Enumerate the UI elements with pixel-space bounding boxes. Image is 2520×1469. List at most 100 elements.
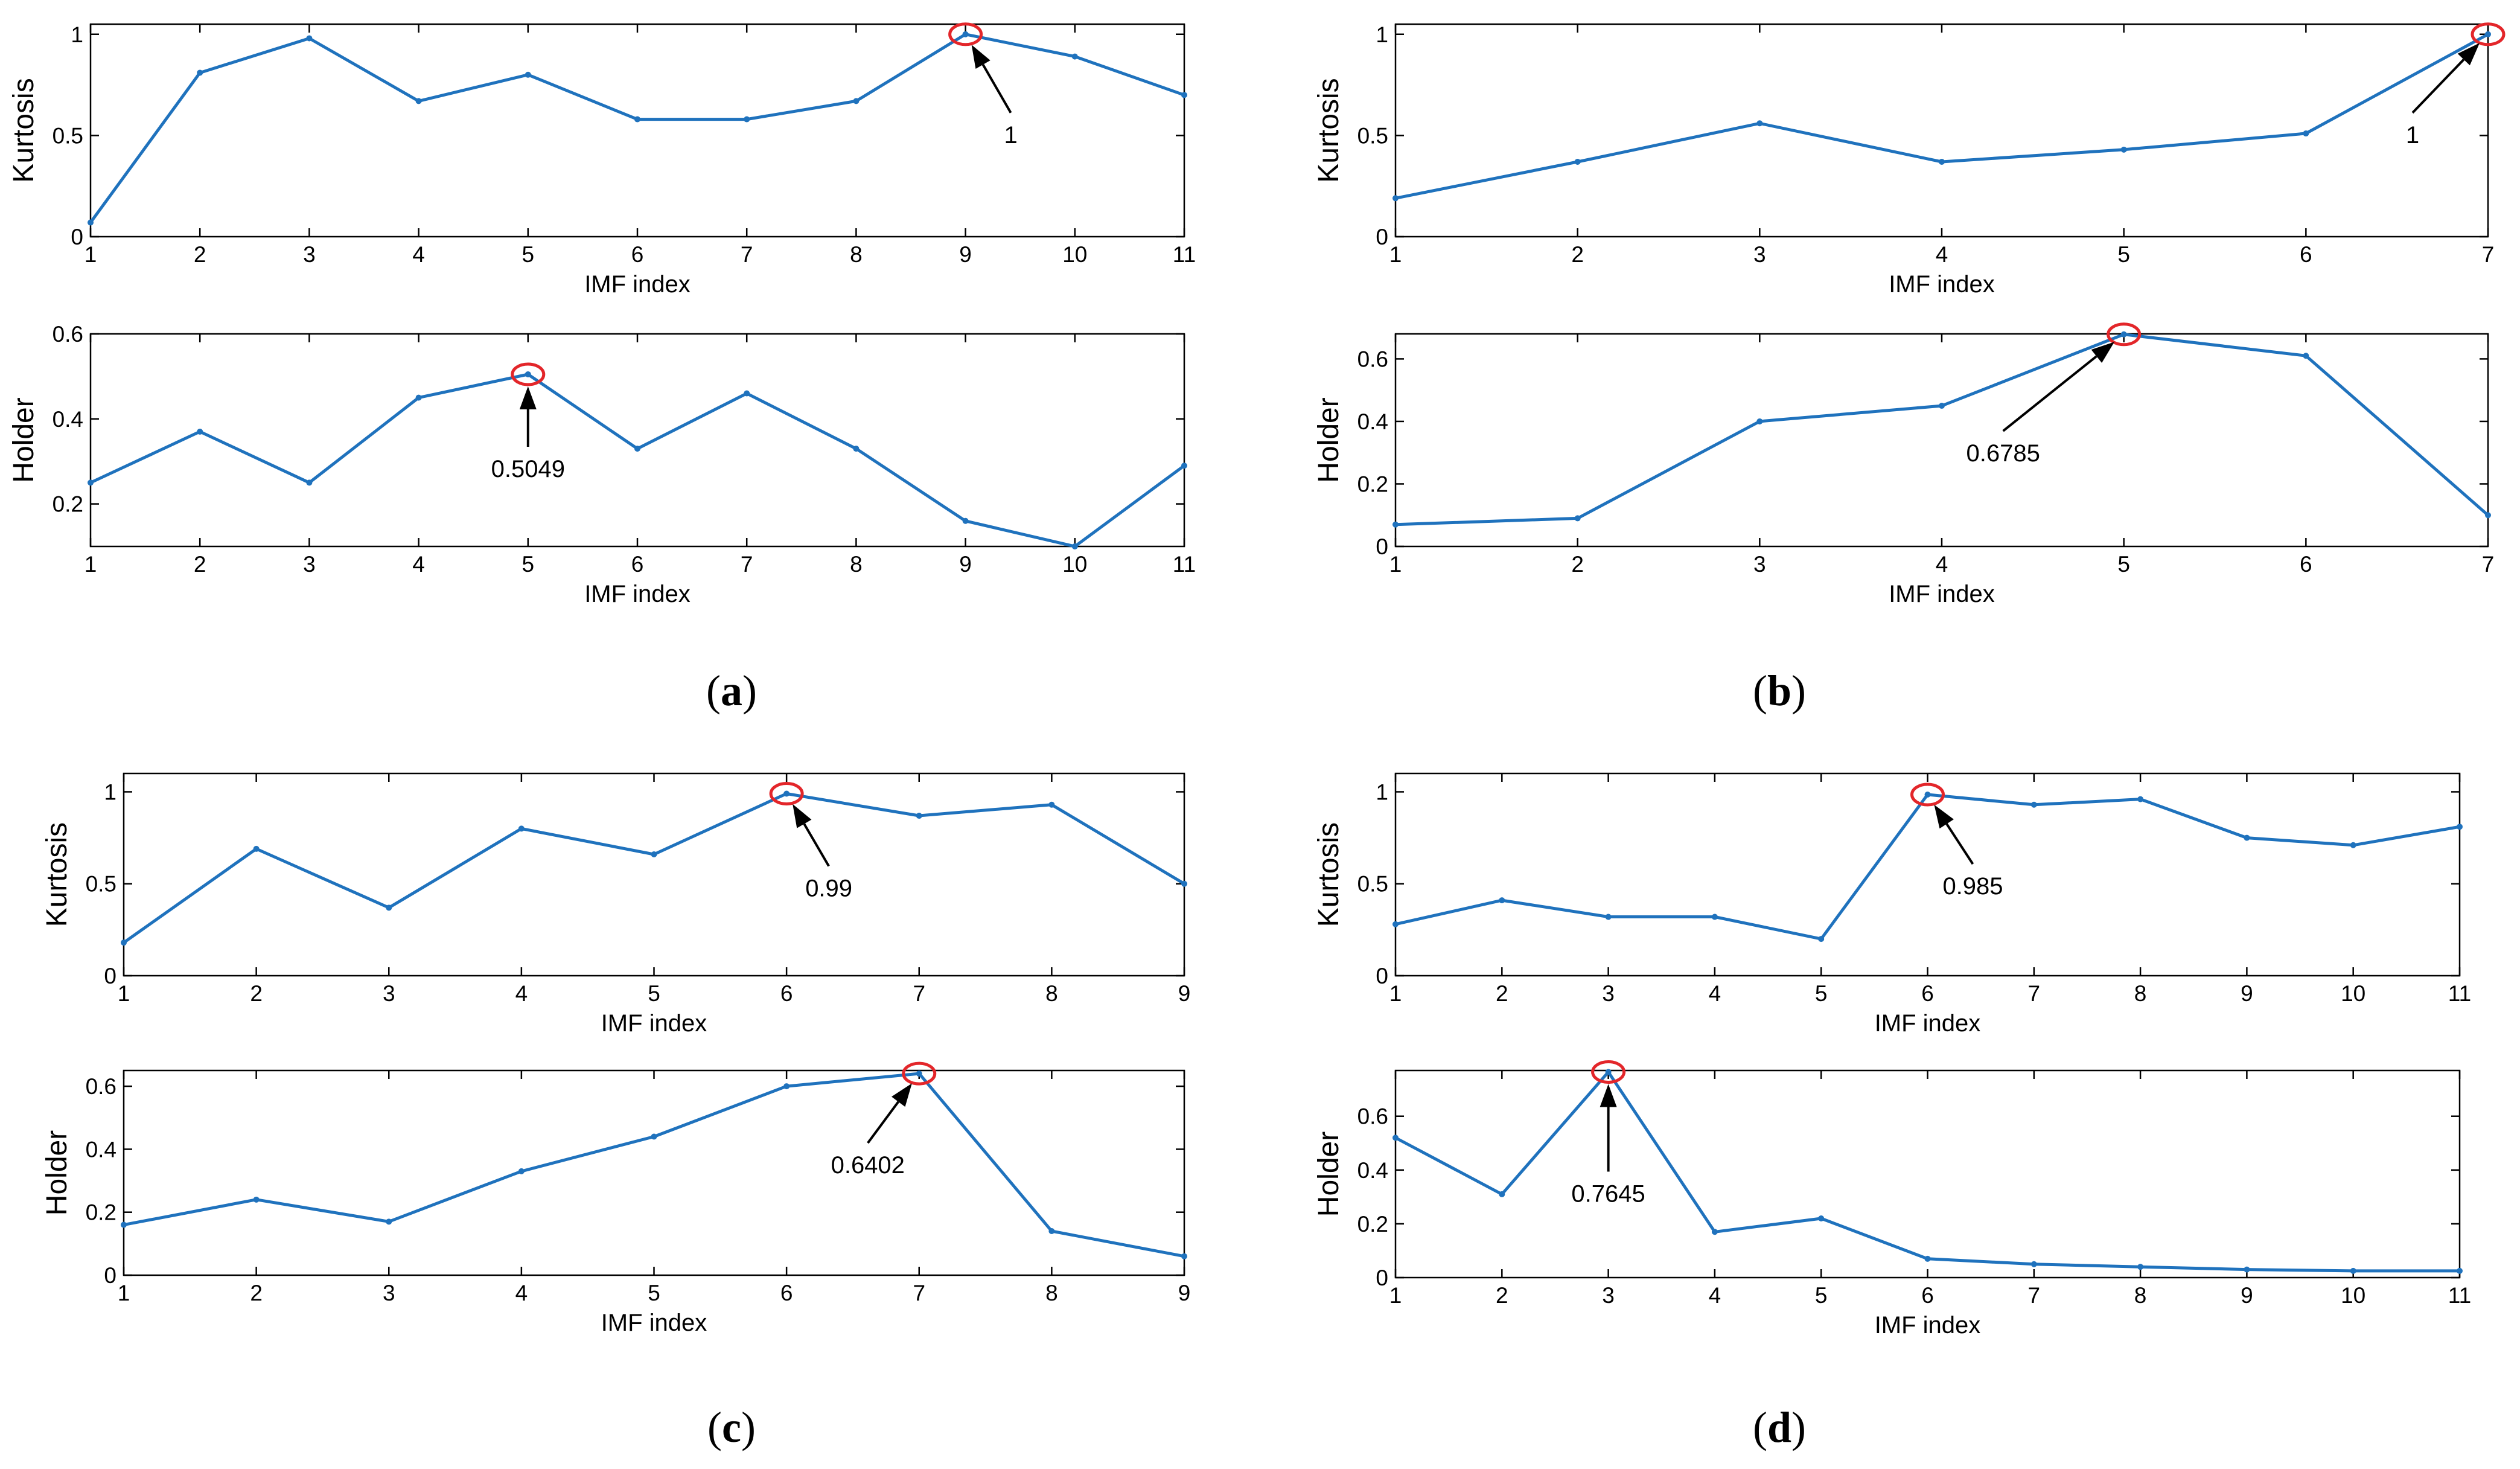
data-point	[2457, 824, 2463, 830]
data-point	[525, 71, 531, 78]
data-point	[386, 904, 392, 911]
data-point	[1181, 92, 1187, 98]
annotation-label: 0.99	[805, 875, 852, 902]
x-axis-label: IMF index	[601, 1310, 707, 1336]
x-tick-label: 2	[250, 1281, 263, 1305]
data-point	[2485, 512, 2491, 519]
x-tick-label: 7	[913, 981, 925, 1006]
data-point	[306, 479, 313, 486]
annotation-arrow-head	[971, 45, 990, 69]
peak-highlight-ellipse	[2471, 22, 2506, 46]
data-point	[1605, 1069, 1612, 1075]
data-point	[2244, 834, 2250, 841]
data-point	[962, 517, 969, 524]
data-point	[1499, 897, 1505, 904]
data-point	[1181, 1253, 1187, 1259]
x-tick-label: 7	[2028, 1283, 2041, 1308]
x-tick-label: 7	[2482, 242, 2495, 267]
x-tick-label: 6	[1921, 981, 1934, 1006]
data-point	[1071, 53, 1078, 60]
x-tick-label: 3	[303, 552, 316, 577]
data-point	[853, 98, 860, 104]
data-point	[306, 35, 313, 42]
x-axis-label: IMF index	[584, 581, 691, 607]
y-tick-label: 0	[1376, 1266, 1388, 1290]
x-tick-label: 3	[1602, 1283, 1615, 1308]
peak-highlight-ellipse	[902, 1061, 937, 1086]
y-tick-label: 0	[104, 964, 116, 988]
x-tick-label: 8	[2134, 1283, 2147, 1308]
data-point	[2244, 1266, 2250, 1273]
annotation-arrow-head	[1600, 1084, 1617, 1107]
y-tick-label: 0	[1376, 225, 1388, 249]
y-axis-label: Holder	[1313, 397, 1345, 482]
x-axis-label: IMF index	[1875, 1312, 1981, 1339]
x-tick-label: 8	[1045, 981, 1058, 1006]
x-tick-label: 4	[1709, 981, 1721, 1006]
annotation-arrow-shaft	[867, 1101, 899, 1144]
peak-highlight-ellipse	[769, 782, 804, 805]
y-tick-label: 0	[1376, 534, 1388, 559]
x-axis-label: IMF index	[1875, 1010, 1981, 1037]
x-tick-label: 1	[118, 1281, 130, 1305]
data-point	[2120, 146, 2127, 153]
data-point	[1181, 880, 1187, 887]
y-axis-label: Kurtosis	[1313, 78, 1345, 182]
x-tick-label: 9	[959, 552, 972, 577]
data-point	[916, 1071, 922, 1077]
data-point	[2303, 353, 2309, 359]
annotation-arrow-shaft	[2411, 59, 2465, 114]
data-point	[783, 1083, 790, 1090]
x-tick-label: 4	[412, 242, 425, 267]
y-tick-label: 0.2	[1357, 472, 1388, 496]
data-point	[1711, 1229, 1718, 1235]
data-point	[1181, 462, 1187, 469]
annotation-arrow-head	[519, 386, 537, 409]
data-point	[651, 1133, 657, 1140]
x-tick-label: 11	[1173, 242, 1196, 267]
x-tick-label: 3	[383, 981, 395, 1006]
x-tick-label: 6	[2300, 242, 2312, 267]
x-tick-label: 1	[1389, 981, 1402, 1006]
data-point	[121, 1221, 127, 1228]
annotation-label: 1	[2406, 122, 2419, 149]
annotation-arrow-shaft	[2002, 355, 2097, 432]
y-tick-label: 0	[1376, 964, 1388, 988]
data-point	[197, 69, 203, 76]
x-tick-label: 1	[1389, 552, 1402, 577]
chart-a-top: 1 2 3 4 5 6 7 8 9 10 11 0 0.5 1 IMF index Kurtosis 1	[8, 22, 1196, 298]
data-point	[744, 390, 750, 397]
x-tick-label: 8	[2134, 981, 2147, 1006]
x-tick-label: 6	[631, 552, 644, 577]
data-point	[1392, 195, 1399, 202]
x-axis-label: IMF index	[1889, 271, 1995, 298]
data-point	[1756, 418, 1763, 424]
data-point	[1392, 521, 1399, 528]
x-tick-label: 6	[780, 1281, 793, 1305]
data-point	[197, 428, 203, 435]
x-tick-label: 10	[1062, 242, 1087, 267]
peak-highlight-ellipse	[1591, 1060, 1626, 1084]
data-point	[1574, 158, 1581, 165]
x-tick-label: 7	[913, 1281, 925, 1305]
x-tick-label: 6	[1921, 1283, 1934, 1308]
chart-b-top: 1 2 3 4 5 6 7 0 0.5 1 IMF index Kurtosis 1	[1313, 22, 2506, 298]
data-point	[88, 219, 94, 226]
y-tick-label: 0.6	[1357, 347, 1388, 371]
peak-highlight-ellipse	[1910, 783, 1945, 807]
data-point	[518, 825, 525, 832]
x-tick-label: 11	[2448, 981, 2471, 1006]
data-point	[88, 479, 94, 486]
y-tick-label: 0.5	[86, 872, 116, 897]
y-tick-label: 0.4	[86, 1137, 116, 1162]
data-point	[525, 371, 531, 377]
data-point	[518, 1168, 525, 1174]
y-tick-label: 0.4	[53, 407, 83, 432]
x-tick-label: 4	[1936, 242, 1948, 267]
y-tick-label: 0.4	[1357, 409, 1388, 434]
caption-b: (b)	[1753, 667, 1806, 715]
y-axis-label: Holder	[8, 397, 40, 482]
data-point	[783, 790, 790, 797]
annotation-arrow-shaft	[1945, 823, 1974, 865]
